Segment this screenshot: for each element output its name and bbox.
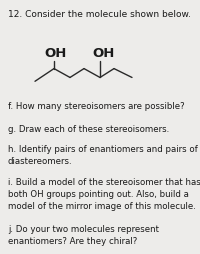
Text: h. Identify pairs of enantiomers and pairs of
diastereomers.: h. Identify pairs of enantiomers and pai… [8, 145, 198, 166]
Text: OH: OH [93, 47, 115, 60]
Text: f. How many stereoisomers are possible?: f. How many stereoisomers are possible? [8, 102, 185, 110]
Text: g. Draw each of these stereoisomers.: g. Draw each of these stereoisomers. [8, 125, 169, 134]
Text: j. Do your two molecules represent
enantiomers? Are they chiral?: j. Do your two molecules represent enant… [8, 225, 159, 246]
Text: 12. Consider the molecule shown below.: 12. Consider the molecule shown below. [8, 10, 191, 19]
Text: i. Build a model of the stereoisomer that has
both OH groups pointing out. Also,: i. Build a model of the stereoisomer tha… [8, 178, 200, 211]
Text: OH: OH [45, 47, 67, 60]
